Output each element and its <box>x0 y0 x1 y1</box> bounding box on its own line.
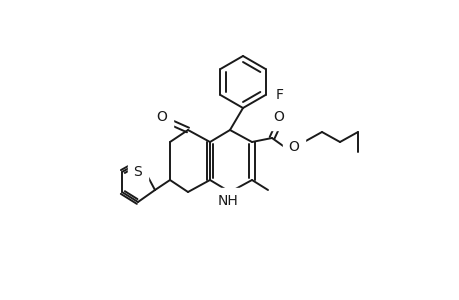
Text: O: O <box>288 140 299 154</box>
Text: O: O <box>156 110 167 124</box>
Text: NH: NH <box>217 194 238 208</box>
Text: S: S <box>133 165 142 179</box>
Text: F: F <box>275 88 283 102</box>
Text: O: O <box>273 110 284 124</box>
